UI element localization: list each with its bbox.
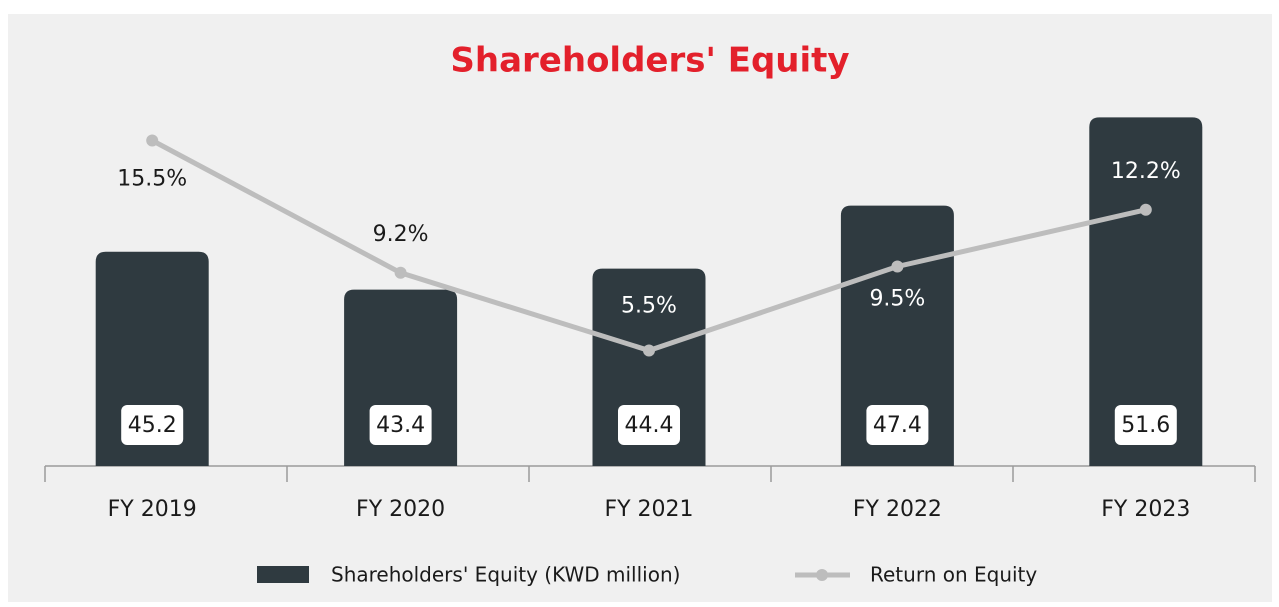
line-point	[891, 260, 904, 273]
line-point	[146, 134, 159, 147]
value-label-box	[618, 405, 680, 445]
value-label-box	[866, 405, 929, 445]
value-label-box	[121, 405, 184, 445]
value-label: 9.2%	[373, 222, 429, 247]
line-point	[394, 266, 407, 279]
line-point	[1139, 203, 1152, 216]
value-label: 47.4	[873, 413, 922, 438]
bar	[1089, 117, 1203, 467]
value-label: 43.4	[376, 413, 425, 438]
x-tick-label: FY 2019	[108, 497, 197, 522]
value-label: 12.2%	[1111, 159, 1181, 184]
chart-title: Shareholders' Equity	[450, 41, 849, 81]
value-label-box	[369, 405, 432, 445]
value-label: 44.4	[625, 413, 674, 438]
value-label: 45.2	[128, 413, 177, 438]
value-label: 5.5%	[621, 294, 677, 319]
x-tick-label: FY 2022	[853, 497, 942, 522]
value-label: 51.6	[1121, 413, 1170, 438]
line-point	[643, 344, 655, 357]
x-tick-label: FY 2020	[356, 497, 445, 522]
x-tick-label: FY 2023	[1101, 497, 1190, 522]
x-tick-label: FY 2021	[604, 497, 693, 522]
value-label: 9.5%	[869, 287, 925, 312]
value-label: 15.5%	[117, 167, 187, 192]
legend-label: Shareholders' Equity (KWD million)	[331, 563, 680, 587]
legend-swatch	[257, 566, 309, 583]
legend-swatch	[816, 569, 828, 581]
value-label-box	[1114, 405, 1177, 445]
bar	[840, 205, 954, 466]
legend-label: Return on Equity	[870, 563, 1037, 587]
